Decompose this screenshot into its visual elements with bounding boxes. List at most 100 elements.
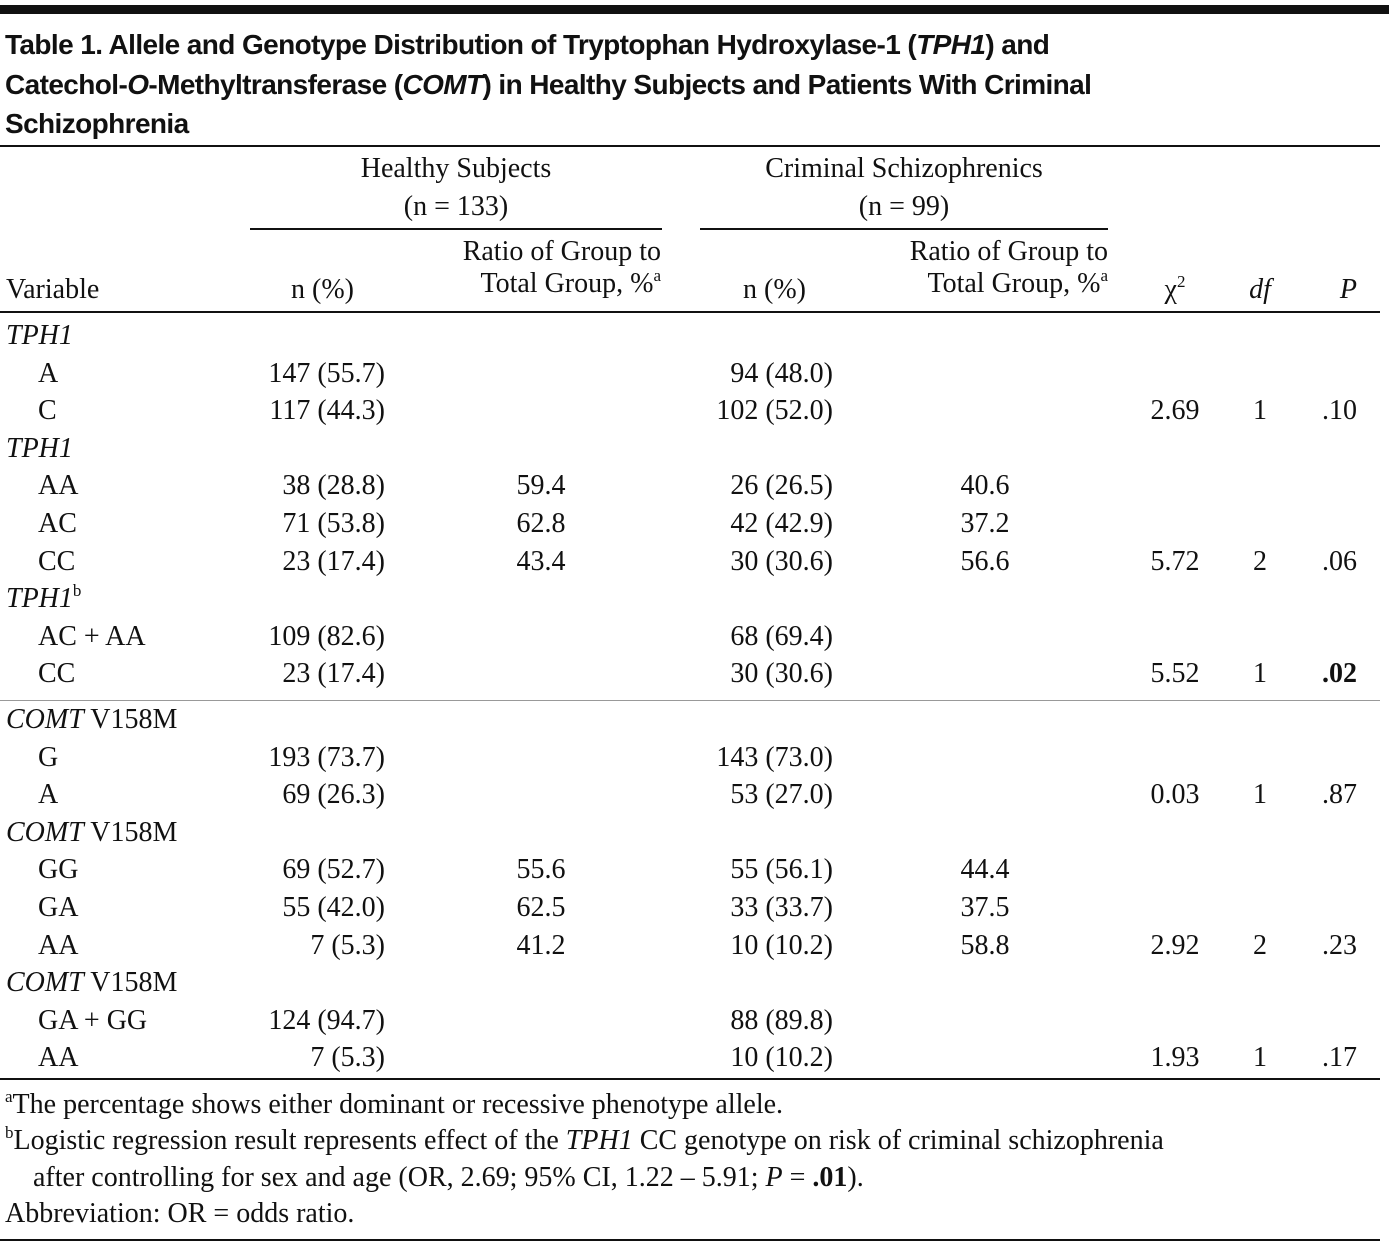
title-text: Catechol- [5,68,128,100]
cell: 69 (52.7) [282,854,385,886]
header-cell: χ2 [1164,272,1186,306]
cell: 59.4 [516,470,566,502]
cell: 5.72 [1150,545,1200,577]
row-label: AA [38,1042,79,1074]
group-rule [250,228,662,230]
row-label: AC + AA [38,620,146,652]
cell: 2 [1253,929,1267,961]
header-text: P [1339,274,1357,305]
header-cell: n (%) [743,274,806,305]
cell: 117 (44.3) [269,395,385,427]
title-text: Schizophrenia [5,108,189,139]
cell: 147 (55.7) [268,357,385,389]
cell: 41.2 [516,929,566,961]
cell: 40.6 [960,470,1010,502]
cell: 2.92 [1150,929,1200,961]
footnote-text: .01 [812,1161,848,1193]
cell: 0.03 [1150,779,1200,811]
rule [0,311,1380,313]
cell: 62.8 [516,508,566,539]
variant-name: V158M [90,704,178,735]
gene-name: TPH1 [6,320,73,351]
cell: 143 (73.0) [716,741,833,773]
cell: .10 [1322,395,1357,427]
cell: 124 (94.7) [268,1004,385,1036]
gene-name: TPH1 [6,583,73,615]
row-label: G [38,741,59,773]
row-label: AA [38,470,79,502]
cell: .02 [1322,658,1357,690]
table-title: Table 1. Allele and Genotype Distributio… [5,25,1092,144]
cell: 55 (56.1) [730,854,833,886]
cell: 30 (30.6) [730,658,833,690]
row-label: GA [38,892,79,923]
footnote-mark: b [72,581,82,601]
header-text: Ratio of Group to [462,236,661,267]
variant-name: V158M [90,816,178,848]
section-label: COMT V158M [6,967,177,999]
footnote-text: Logistic regression result represents ef… [13,1125,566,1156]
cell: 37.5 [960,892,1010,923]
gene-name: COMT [6,704,84,735]
footnote-mark: a [653,266,661,285]
cell: 1 [1253,395,1267,427]
cell: .87 [1322,779,1357,811]
cell: 2.69 [1150,395,1200,427]
footnote: aThe percentage shows either dominant or… [5,1087,783,1124]
cell: 55.6 [516,854,566,886]
row-label: C [38,395,57,427]
footnote-text: The percentage shows either dominant or … [12,1089,784,1120]
footnote: bLogistic regression result represents e… [5,1123,1164,1196]
cell: 10 (10.2) [730,929,833,961]
group-rule [700,228,1108,230]
footnote-text: CC genotype on risk of criminal schizoph… [632,1125,1164,1156]
footnote-mark: b [5,1123,14,1142]
title-text: -Methyltransferase ( [148,68,403,100]
cell: 58.8 [960,929,1010,961]
footnote-text: = [782,1161,813,1193]
section-label: TPH1b [6,581,82,615]
cell: 37.2 [960,508,1010,539]
cell: 5.52 [1150,658,1200,690]
cell: 23 (17.4) [282,545,385,577]
title-text: O [127,68,149,100]
cell: .06 [1322,545,1357,577]
header-cell: P [1340,274,1357,306]
cell: 88 (89.8) [730,1004,833,1036]
header-text: 2 [1176,272,1186,291]
header-text: χ [1164,274,1177,305]
footnote-text: ). [847,1161,864,1193]
rule [0,1078,1380,1080]
cell: 109 (82.6) [268,620,385,652]
section-label: TPH1 [6,320,73,352]
section-label: TPH1 [6,433,73,465]
header-text: Total Group, % [927,268,1101,299]
row-label: GG [38,854,79,886]
group-name: Healthy Subjects [360,153,552,184]
cell: 44.4 [960,854,1010,886]
group-n: (n = 99) [858,191,950,222]
cell: 10 (10.2) [730,1042,833,1074]
cell: 23 (17.4) [282,658,385,690]
cell: 71 (53.8) [282,508,385,539]
gene-name: COMT [6,967,84,999]
cell: 7 (5.3) [310,1042,385,1074]
cell: 69 (26.3) [282,779,385,811]
header-text: Total Group, % [480,268,654,299]
cell: .23 [1322,929,1357,961]
cell: 94 (48.0) [730,357,833,389]
cell: 68 (69.4) [730,620,833,652]
footnote: Abbreviation: OR = odds ratio. [5,1198,355,1229]
row-label: GA + GG [38,1004,148,1036]
row-label: CC [38,545,76,577]
title-text: ) and [985,29,1050,60]
header-cell: Ratio of Group to Total Group, %a [910,236,1108,300]
rule [0,145,1380,147]
footnote-text: P [765,1161,783,1193]
cell: 30 (30.6) [730,545,833,577]
variant-name: V158M [90,967,178,999]
cell: 42 (42.9) [730,508,833,539]
group-n: (n = 133) [403,191,509,222]
cell: 102 (52.0) [716,395,833,427]
